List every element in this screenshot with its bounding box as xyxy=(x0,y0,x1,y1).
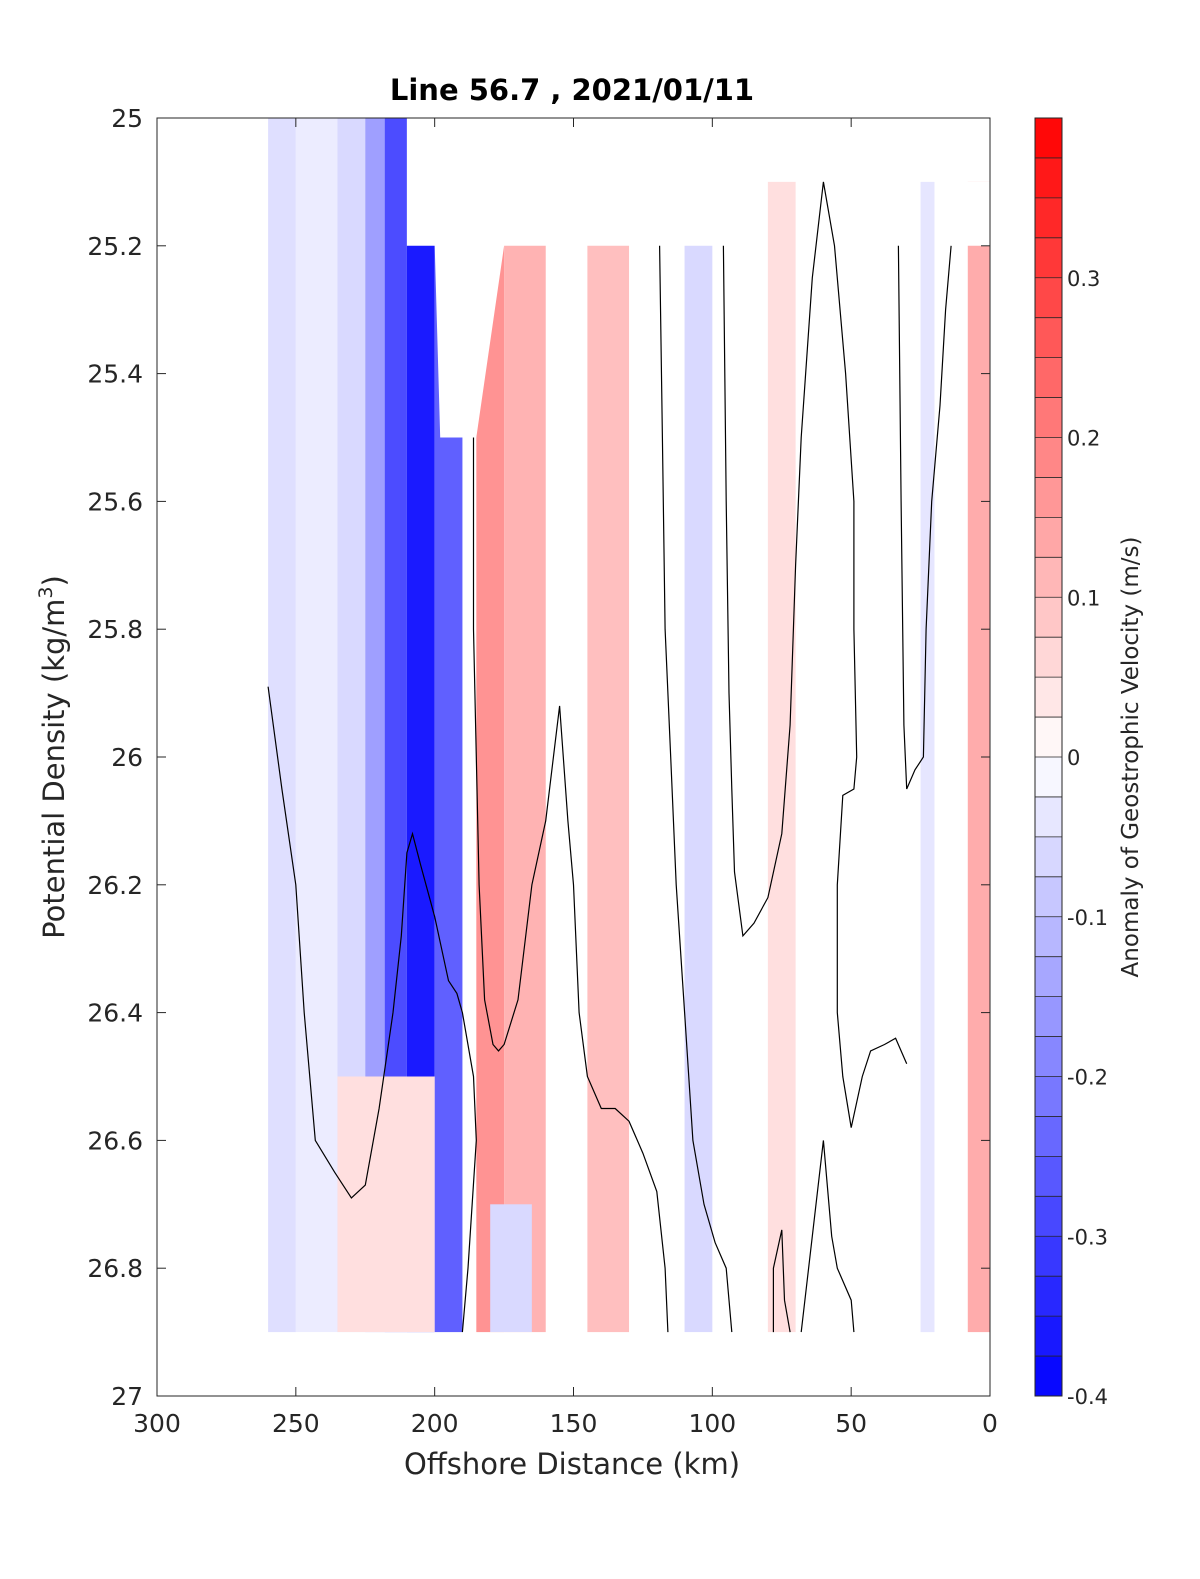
colorbar-tick-label-5: 0.1 xyxy=(1067,586,1100,610)
chart-title: Line 56.7 , 2021/01/11 xyxy=(390,73,754,107)
masked-regions xyxy=(157,118,990,1396)
zero-contour-6 xyxy=(800,1140,855,1333)
colorbar-level-28 xyxy=(1035,237,1062,278)
x-tick-label-3: 150 xyxy=(550,1409,598,1438)
y-tick-label-3: 25.6 xyxy=(87,487,143,516)
y-tick-label-1: 25.2 xyxy=(87,232,143,261)
colorbar-level-31 xyxy=(1035,118,1062,158)
colorbar-level-22 xyxy=(1035,477,1062,518)
y-axis-label-main: Potential Density (kg/m xyxy=(37,599,71,939)
y-axis-label-close: ) xyxy=(37,575,71,586)
x-tick-label-6: 0 xyxy=(982,1409,998,1438)
colorbar-level-19 xyxy=(1035,597,1062,638)
y-axis-label: Potential Density (kg/m3) xyxy=(35,575,71,939)
colorbar-level-6 xyxy=(1035,1116,1062,1157)
colorbar-level-21 xyxy=(1035,517,1062,558)
y-tick-label-7: 26.4 xyxy=(87,999,143,1028)
colorbar-level-15 xyxy=(1035,757,1062,797)
colorbar-level-5 xyxy=(1035,1156,1062,1197)
velocity-band-1 xyxy=(295,118,338,1396)
colorbar-level-30 xyxy=(1035,157,1062,198)
colorbar-tick-label-4: 0 xyxy=(1067,746,1080,770)
velocity-band-0 xyxy=(268,118,296,1396)
colorbar-level-1 xyxy=(1035,1316,1062,1357)
y-tick-label-2: 25.4 xyxy=(87,360,143,389)
colorbar-level-3 xyxy=(1035,1236,1062,1277)
colorbar-tick-label-0: -0.4 xyxy=(1067,1385,1108,1409)
colorbar-frame xyxy=(1034,117,1063,1397)
zero-contours xyxy=(267,181,952,1333)
y-axis-label-superscript: 3 xyxy=(35,586,57,598)
colorbar-level-9 xyxy=(1035,996,1062,1037)
colorbar-level-7 xyxy=(1035,1076,1062,1117)
colorbar-tick-label-3: -0.1 xyxy=(1067,906,1108,930)
zero-contour-3 xyxy=(722,181,908,1128)
colorbar-level-2 xyxy=(1035,1276,1062,1317)
zero-contour-1 xyxy=(472,437,669,1333)
velocity-band-11 xyxy=(767,118,796,1396)
colorbar-axis: -0.4 -0.3 -0.2 -0.1 0 0.1 0.2 0.3 xyxy=(1067,267,1108,1409)
x-tick-label-1: 250 xyxy=(272,1409,320,1438)
y-tick-label-0: 25 xyxy=(111,104,143,133)
y-tick-label-4: 25.8 xyxy=(87,615,143,644)
colorbar-level-0 xyxy=(1035,1356,1062,1396)
y-axis: 25 25.2 25.4 25.6 25.8 26 26.2 26.4 26.6 26.8 27 xyxy=(87,104,990,1411)
colorbar-level-24 xyxy=(1035,397,1062,438)
colorbar-level-13 xyxy=(1035,836,1062,877)
colorbar xyxy=(1035,118,1062,1396)
colorbar-label: Anomaly of Geostrophic Velocity (m/s) xyxy=(1118,537,1144,978)
colorbar-level-25 xyxy=(1035,357,1062,398)
x-tick-label-5: 50 xyxy=(835,1409,867,1438)
masked-region-1 xyxy=(157,1332,990,1396)
x-axis: 300 250 200 150 100 50 0 xyxy=(133,118,998,1438)
zero-contour-2 xyxy=(659,245,733,1333)
x-axis-label: Offshore Distance (km) xyxy=(404,1447,740,1481)
colorbar-level-27 xyxy=(1035,277,1062,318)
velocity-band-15 xyxy=(490,1204,532,1333)
y-tick-label-6: 26.2 xyxy=(87,871,143,900)
velocity-band-12 xyxy=(920,118,935,1396)
colorbar-level-23 xyxy=(1035,437,1062,478)
colorbar-tick-label-1: -0.3 xyxy=(1067,1225,1108,1249)
velocity-band-9 xyxy=(587,118,630,1396)
colorbar-level-20 xyxy=(1035,557,1062,598)
colorbar-level-18 xyxy=(1035,637,1062,678)
colorbar-level-26 xyxy=(1035,317,1062,358)
velocity-band-14 xyxy=(337,1076,435,1333)
y-tick-label-10: 27 xyxy=(111,1382,143,1411)
colorbar-level-17 xyxy=(1035,677,1062,718)
zero-contour-5 xyxy=(772,1229,791,1333)
x-tick-label-4: 100 xyxy=(688,1409,736,1438)
y-tick-label-8: 26.6 xyxy=(87,1126,143,1155)
zero-contour-4 xyxy=(897,245,952,790)
colorbar-tick-label-6: 0.2 xyxy=(1067,427,1100,451)
x-tick-label-0: 300 xyxy=(133,1409,181,1438)
colorbar-level-11 xyxy=(1035,916,1062,957)
velocity-band-10 xyxy=(684,118,713,1396)
colorbar-level-16 xyxy=(1035,717,1062,757)
colorbar-level-10 xyxy=(1035,956,1062,997)
masked-region-0 xyxy=(157,118,269,1396)
colorbar-level-12 xyxy=(1035,876,1062,917)
masked-region-3 xyxy=(942,181,990,246)
colorbar-tick-label-2: -0.2 xyxy=(1067,1066,1108,1090)
colorbar-level-4 xyxy=(1035,1196,1062,1237)
plot-area xyxy=(157,118,990,1396)
colorbar-level-8 xyxy=(1035,1036,1062,1077)
velocity-band-13 xyxy=(967,118,990,1396)
colorbar-level-29 xyxy=(1035,197,1062,238)
zero-contour-0 xyxy=(267,686,477,1333)
masked-region-2 xyxy=(268,118,990,438)
x-tick-label-2: 200 xyxy=(411,1409,459,1438)
y-tick-label-9: 26.8 xyxy=(87,1254,143,1283)
velocity-band-8 xyxy=(504,118,546,1396)
colorbar-level-14 xyxy=(1035,796,1062,837)
colorbar-tick-label-7: 0.3 xyxy=(1067,267,1100,291)
y-tick-label-5: 26 xyxy=(111,743,143,772)
